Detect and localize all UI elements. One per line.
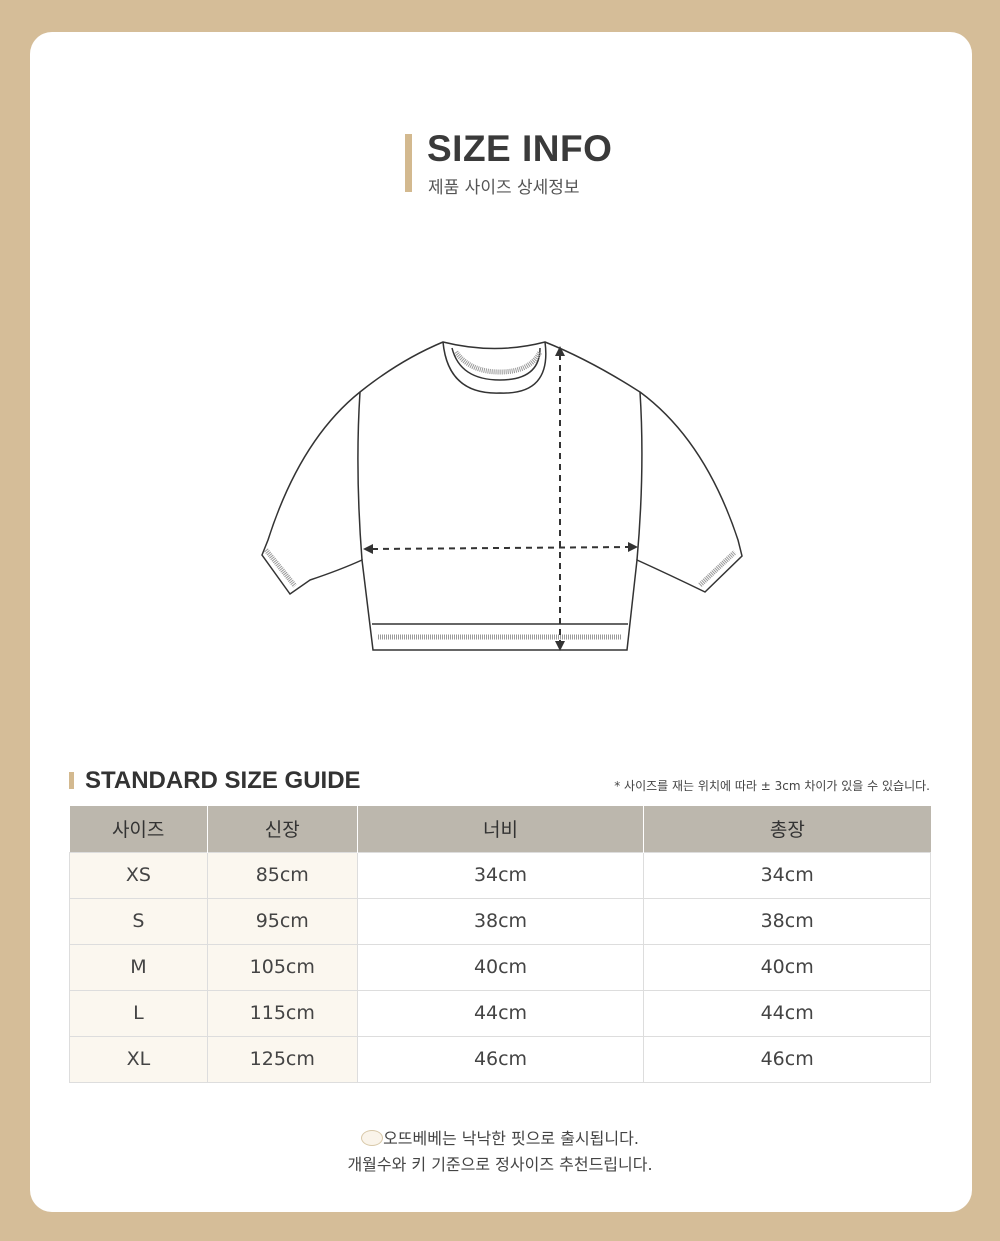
cell-width: 44cm [356, 989, 645, 1037]
table-row: S 95cm 38cm 38cm [69, 897, 931, 945]
cell-width: 46cm [356, 1035, 645, 1083]
footer-text-1: 오뜨베베는 낙낙한 핏으로 출시됩니다. [383, 1129, 639, 1148]
size-table: 사이즈 신장 너비 총장 XS 85cm 34cm 34cm S 95cm 38cm 38cm… [69, 806, 931, 1083]
table-row: L 115cm 44cm 44cm [69, 989, 931, 1037]
header-height: 신장 [207, 806, 358, 852]
cell-length: 46cm [643, 1035, 931, 1083]
cell-height: 95cm [206, 897, 358, 945]
header-length: 총장 [643, 806, 931, 852]
cell-length: 44cm [643, 989, 931, 1037]
cell-size: L [69, 989, 208, 1037]
cell-height: 115cm [206, 989, 358, 1037]
guide-accent-bar [69, 772, 74, 789]
footer-line-2: 개월수와 키 기준으로 정사이즈 추천드립니다. [347, 1155, 653, 1174]
size-guide-title: STANDARD SIZE GUIDE [85, 767, 361, 794]
cell-height: 85cm [206, 851, 358, 899]
cell-size: XS [69, 851, 208, 899]
page-title: SIZE INFO [427, 128, 613, 169]
cell-width: 38cm [356, 897, 645, 945]
cell-size: XL [69, 1035, 208, 1083]
sweater-diagram [261, 341, 743, 651]
cell-width: 40cm [356, 943, 645, 991]
accent-bar [405, 134, 412, 192]
measurement-note: * 사이즈를 재는 위치에 따라 ± 3cm 차이가 있을 수 있습니다. [614, 779, 930, 793]
table-row: XL 125cm 46cm 46cm [69, 1035, 931, 1083]
cell-length: 38cm [643, 897, 931, 945]
cell-width: 34cm [356, 851, 645, 899]
header-width: 너비 [357, 806, 645, 852]
table-row: M 105cm 40cm 40cm [69, 943, 931, 991]
cell-size: M [69, 943, 208, 991]
cell-length: 40cm [643, 943, 931, 991]
page-subtitle: 제품 사이즈 상세정보 [428, 178, 580, 198]
cell-size: S [69, 897, 208, 945]
table-row: XS 85cm 34cm 34cm [69, 851, 931, 899]
header-size: 사이즈 [69, 806, 208, 852]
footer-line-1: 오뜨베베는 낙낙한 핏으로 출시됩니다. [0, 1125, 1000, 1149]
bear-icon [361, 1130, 384, 1146]
table-header-row: 사이즈 신장 너비 총장 [69, 806, 931, 852]
cell-height: 105cm [206, 943, 358, 991]
cell-height: 125cm [206, 1035, 358, 1083]
cell-length: 34cm [643, 851, 931, 899]
